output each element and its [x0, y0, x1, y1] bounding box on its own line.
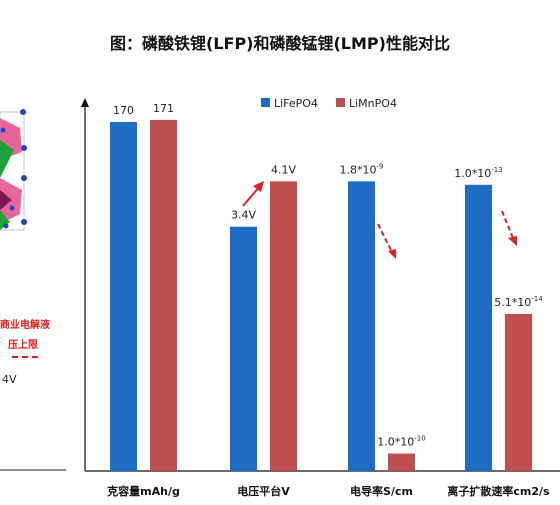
bar-lifepo4-2 [348, 181, 375, 471]
legend-label-lifepo4: LiFePO4 [274, 97, 318, 110]
bar-limnpo4-0 [150, 119, 177, 471]
down-arrow-diffusion [501, 210, 514, 239]
y-axis-arrow [81, 98, 89, 107]
category-label-3: 离子扩散速率cm2/s [447, 484, 550, 498]
bar-limnpo4-1 [270, 181, 297, 471]
legend-swatch-lifepo4 [261, 98, 270, 107]
value-label-limnpo4-3: 5.1*10-14 [494, 295, 543, 309]
value-label-limnpo4-1: 4.1V [271, 163, 296, 176]
category-label-0: 克容量mAh/g [107, 484, 180, 498]
value-label-limnpo4-0: 171 [153, 102, 174, 115]
value-label-lifepo4-3: 1.0*10-13 [454, 166, 502, 180]
down-arrow-conductivity [377, 223, 393, 253]
red-note-line2: 压上限 [8, 338, 39, 351]
category-label-2: 电导率S/cm [350, 484, 413, 498]
down-arrow-diffusion-head [508, 236, 517, 246]
up-arrow [242, 185, 261, 207]
bar-lifepo4-3 [465, 184, 492, 471]
crystal-structure-image [0, 109, 27, 231]
bar-lifepo4-1 [230, 226, 257, 471]
legend-swatch-limnpo4 [336, 98, 345, 107]
bar-limnpo4-3 [505, 313, 532, 471]
value-label-limnpo4-2: 1.0*10-10 [377, 435, 425, 449]
legend-label-limnpo4: LiMnPO4 [349, 97, 397, 110]
down-arrow-conductivity-head [388, 249, 396, 259]
bar-limnpo4-2 [388, 453, 415, 471]
up-arrow-head [253, 181, 264, 192]
trend-arrows [242, 181, 517, 259]
value-label-lifepo4-0: 170 [113, 104, 134, 117]
value-label-lifepo4-1: 3.4V [231, 209, 256, 222]
voltage-label: 4V [2, 373, 17, 386]
red-note-line1: 商业电解液 [0, 318, 50, 331]
bar-lifepo4-0 [110, 122, 137, 471]
legend: LiFePO4 LiMnPO4 [261, 97, 397, 110]
category-label-1: 电压平台V [237, 484, 290, 498]
value-label-lifepo4-2: 1.8*10-9 [340, 162, 384, 176]
chart-title: 图：磷酸铁锂(LFP)和磷酸锰锂(LMP)性能对比 [110, 34, 450, 53]
